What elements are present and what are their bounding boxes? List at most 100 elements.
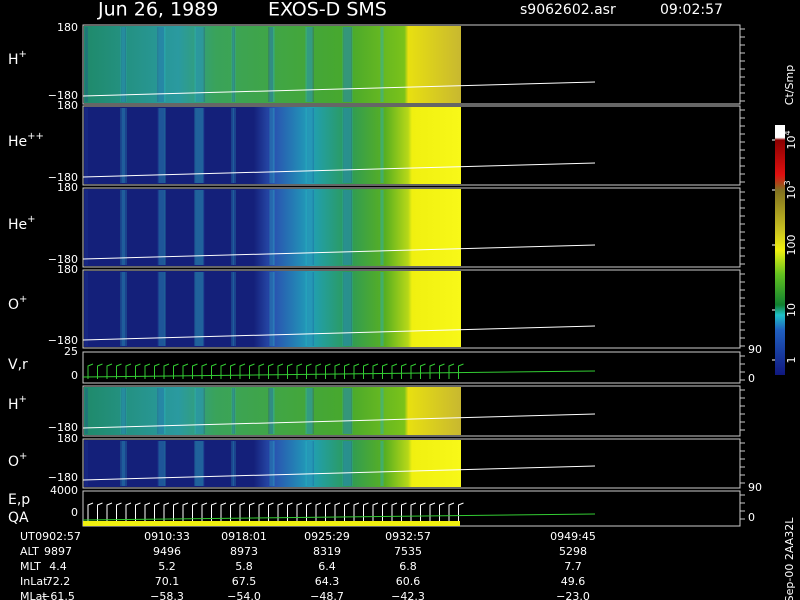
panel-label: H+ (8, 49, 27, 68)
texture (344, 108, 353, 183)
texture (268, 441, 273, 486)
y-tick-label: −180 (48, 89, 78, 102)
texture (157, 108, 164, 183)
footer-value: 0949:45 (550, 530, 596, 543)
y2-tick-label: 0 (748, 511, 755, 524)
texture (233, 441, 236, 486)
texture (232, 108, 235, 183)
texture (157, 272, 164, 346)
texture (233, 388, 236, 434)
texture (85, 388, 88, 434)
footer-value: 9496 (153, 545, 181, 558)
sawtooth (87, 502, 464, 522)
texture (195, 190, 204, 265)
texture (195, 388, 204, 434)
texture (381, 108, 384, 183)
texture (270, 190, 275, 265)
colorbar-title: Ct/Smp (783, 65, 796, 105)
trace (82, 413, 596, 429)
texture (196, 27, 205, 102)
label-text: He (8, 217, 27, 233)
texture (122, 388, 127, 434)
texture (121, 108, 126, 183)
y-tick-label: 180 (57, 181, 78, 194)
texture (158, 388, 165, 434)
footer-value: −61.5 (41, 590, 75, 600)
footer-label: UT (20, 530, 35, 543)
footer-label: InLat (20, 575, 48, 588)
footer-value: −23.0 (556, 590, 590, 600)
y-tick-label: −180 (48, 421, 78, 434)
footer-value: −42.3 (391, 590, 425, 600)
spectrogram (84, 189, 461, 266)
file-time: 09:02:57 (660, 2, 723, 18)
texture (195, 27, 204, 102)
footer-value: 5298 (559, 545, 587, 558)
texture (231, 441, 234, 486)
texture (120, 441, 125, 486)
tick-sup: 3 (783, 180, 792, 185)
y2-tick-label: 0 (748, 372, 755, 385)
texture (196, 441, 205, 486)
texture (196, 388, 205, 434)
label-text: H (8, 52, 19, 68)
title-instrument: EXOS-D SMS (268, 0, 387, 21)
texture (269, 27, 274, 102)
texture (342, 190, 351, 265)
panel-label: O+ (8, 451, 27, 470)
texture (344, 190, 353, 265)
texture (343, 108, 352, 183)
texture (305, 108, 312, 183)
texture (157, 27, 164, 102)
label-text: V,r (8, 357, 28, 373)
label-sup: + (19, 394, 27, 405)
texture (344, 272, 353, 346)
texture (268, 190, 273, 265)
texture (158, 27, 165, 102)
panel-label: V,r (8, 357, 28, 373)
colorbar-tick: 103 (783, 180, 799, 199)
texture (158, 272, 165, 346)
texture (122, 108, 127, 183)
texture (268, 108, 273, 183)
tick-text: 10 (785, 186, 798, 200)
texture (232, 27, 235, 102)
label-text: He (8, 134, 27, 150)
footer-value: 7.7 (564, 560, 582, 573)
y-tick-label: −180 (48, 171, 78, 184)
texture (159, 272, 166, 346)
colorbar-tick: 1 (785, 357, 798, 364)
sawtooth (87, 363, 464, 379)
trace (82, 162, 596, 178)
texture (344, 441, 353, 486)
y-tick-label: 180 (57, 432, 78, 445)
texture (159, 190, 166, 265)
title-date: Jun 26, 1989 (97, 0, 218, 21)
texture (269, 190, 274, 265)
texture (268, 27, 273, 102)
texture (343, 27, 352, 102)
y-tick-label: −180 (48, 253, 78, 266)
spectrogram (84, 26, 461, 103)
footer-value: −58.3 (150, 590, 184, 600)
texture (196, 272, 205, 346)
trace (82, 465, 596, 481)
texture (343, 388, 352, 434)
texture (305, 27, 312, 102)
texture (159, 27, 166, 102)
texture (233, 108, 236, 183)
texture (342, 108, 351, 183)
y-tick-label: 25 (64, 345, 78, 358)
texture (343, 190, 352, 265)
texture (120, 108, 125, 183)
spectrogram (84, 107, 461, 184)
label-text: O (8, 454, 19, 470)
footer-value: −48.7 (310, 590, 344, 600)
texture (307, 27, 314, 102)
tick-text: 1 (785, 357, 798, 364)
texture (121, 190, 126, 265)
texture (305, 190, 312, 265)
texture (343, 441, 352, 486)
texture (194, 190, 203, 265)
stamp: Sep-00 2AA32L (783, 517, 796, 600)
